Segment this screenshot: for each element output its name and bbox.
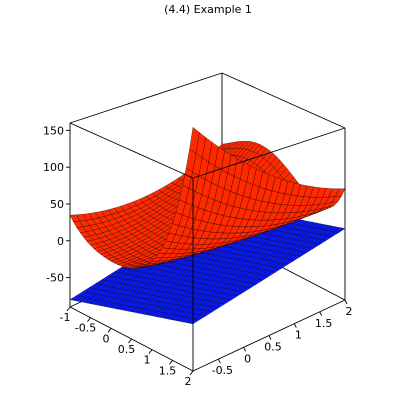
z-axis: 150 100 50 0 -50 (43, 124, 70, 285)
x-tick-label: 0 (103, 332, 110, 345)
y-tick-mark (319, 311, 323, 317)
box-edge-back-top-right (221, 72, 346, 129)
red-curved-surface (69, 126, 346, 269)
x-tick-mark (189, 370, 194, 376)
z-tick-label: 150 (43, 124, 64, 137)
x-tick-mark (66, 306, 71, 312)
y-tick-label: 1.5 (315, 317, 333, 330)
x-axis: -1 -0.5 0 0.5 1 1.5 2 (60, 306, 194, 388)
z-tick-label: 100 (43, 161, 64, 174)
box-edge-back-top-left (69, 72, 223, 124)
y-tick-label: 1 (295, 329, 302, 342)
z-tick-label: 50 (50, 198, 64, 211)
y-tick-label: 2 (346, 305, 353, 318)
x-tick-label: -1 (60, 311, 71, 324)
blue-plane-patch (189, 319, 200, 325)
x-tick-mark (148, 349, 153, 354)
y-tick-label: 0 (244, 352, 251, 365)
y-tick-mark (243, 347, 247, 352)
x-tick-mark (107, 328, 112, 333)
red-surface-patch (189, 126, 200, 154)
x-tick-mark (128, 338, 132, 344)
x-tick-mark (87, 317, 91, 322)
x-tick-label: -0.5 (75, 322, 96, 335)
x-tick-label: 1 (144, 354, 151, 367)
x-tick-label: 2 (185, 375, 192, 388)
y-axis: -0.5 0 0.5 1 1.5 2 (212, 299, 353, 377)
x-tick-label: 0.5 (118, 343, 136, 356)
y-tick-mark (293, 323, 297, 328)
z-tick-label: 0 (57, 235, 64, 248)
z-tick-label: -50 (46, 272, 64, 285)
box-edge-front-top-right (192, 127, 346, 179)
y-tick-mark (344, 299, 348, 305)
x-tick-label: 1.5 (159, 364, 177, 377)
box-edge-front-top-left (69, 122, 194, 179)
y-tick-label: -0.5 (212, 364, 233, 377)
y-tick-mark (268, 335, 272, 340)
y-tick-label: 0.5 (264, 341, 282, 354)
y-tick-mark (217, 358, 221, 364)
chart-title: (4.4) Example 1 (164, 3, 252, 16)
x-tick-mark (169, 360, 173, 365)
